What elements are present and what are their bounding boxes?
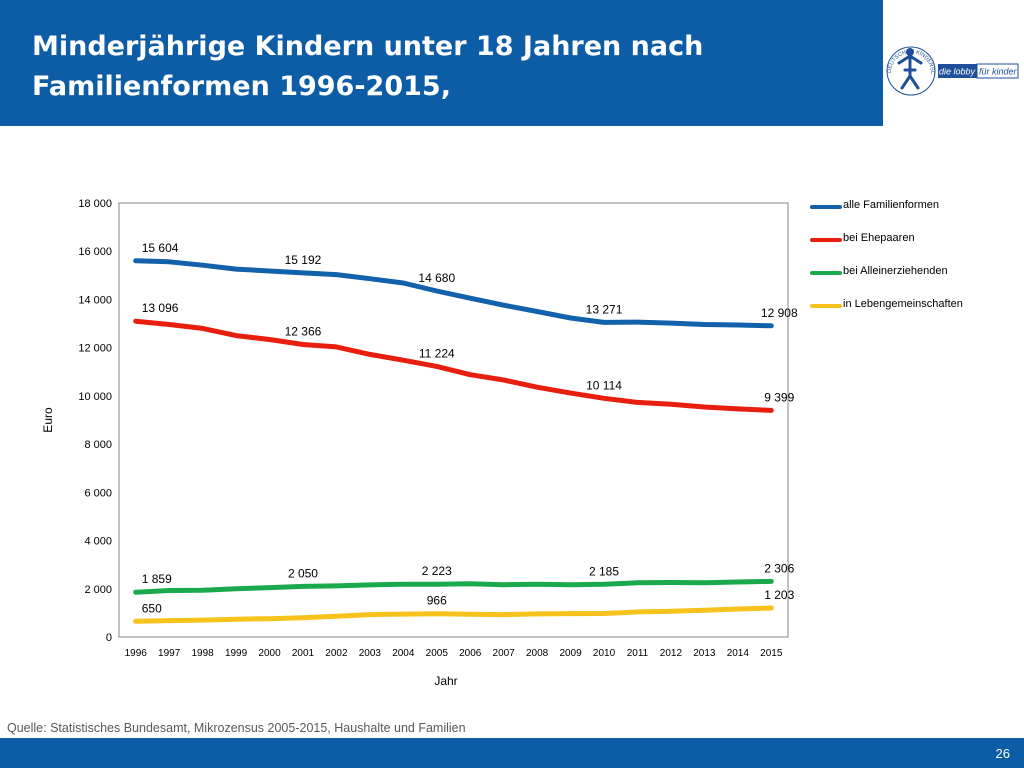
- data-label: 15 192: [285, 253, 322, 267]
- legend-swatch: [810, 205, 842, 209]
- dksb-logo: DEUTSCHER KINDERSCHUTZBUND E.V. (DKSB) d…: [881, 0, 1024, 126]
- y-tick-label: 12 000: [78, 343, 112, 355]
- legend-swatch: [810, 304, 842, 308]
- data-label: 9 399: [764, 390, 794, 404]
- y-tick-label: 16 000: [78, 246, 112, 258]
- data-label: 12 908: [761, 306, 798, 320]
- legend-label: alle Familienformen: [843, 199, 939, 211]
- x-axis-title: Jahr: [434, 674, 457, 688]
- x-tick-label: 2011: [627, 648, 649, 659]
- y-tick-label: 14 000: [78, 294, 112, 306]
- y-tick-label: 0: [106, 632, 112, 644]
- data-label: 12 366: [285, 325, 322, 339]
- data-label: 13 096: [142, 301, 179, 315]
- line-chart: 0 2 000 4 000 6 000 8 000 10 000 12 000 14 000 1…: [41, 198, 798, 688]
- series-lines: [133, 258, 774, 624]
- legend-item-bei-ehepaaren: bei Ehepaaren: [810, 229, 1010, 262]
- x-tick-label: 2006: [459, 648, 482, 659]
- x-axis: 1996 1997 1998 1999 2000 2001 2002 2003 2004 2005…: [125, 648, 783, 659]
- data-label: 2 306: [764, 561, 794, 575]
- footer-bar: [0, 738, 1024, 768]
- logo-tagline-part1: die lobby: [939, 67, 976, 77]
- x-tick-label: 1998: [192, 648, 215, 659]
- legend-swatch: [810, 238, 842, 242]
- data-label: 13 271: [586, 302, 623, 316]
- title-bar: Minderjährige Kindern unter 18 Jahren na…: [0, 0, 883, 126]
- legend-item-in-lebengemeinschaften: in Lebengemeinschaften: [810, 295, 1010, 328]
- series-line-alle-familienformen: [133, 258, 774, 329]
- x-tick-label: 2009: [559, 648, 582, 659]
- y-tick-label: 10 000: [78, 391, 112, 403]
- x-tick-label: 2014: [727, 648, 750, 659]
- legend-label: bei Ehepaaren: [843, 232, 915, 244]
- series-line-bei-ehepaaren: [133, 318, 774, 413]
- x-tick-label: 2013: [693, 648, 716, 659]
- slide-title-line-1: Minderjährige Kindern unter 18 Jahren na…: [32, 31, 704, 62]
- series-line-in-lebengemeinschaften: [133, 605, 774, 624]
- y-tick-label: 18 000: [78, 198, 112, 210]
- x-tick-label: 1999: [225, 648, 248, 659]
- slide-title-line-2: Familienformen 1996-2015,: [32, 71, 451, 102]
- legend-label: bei Alleinerziehenden: [843, 265, 948, 277]
- logo-tagline-part2: für kinder: [979, 67, 1018, 77]
- legend-swatch: [810, 271, 842, 275]
- data-label: 14 680: [418, 271, 455, 285]
- legend-item-alle-familienformen: alle Familienformen: [810, 196, 1010, 229]
- x-tick-label: 1997: [158, 648, 181, 659]
- data-labels: 15 604 15 192 14 680 13 271 12 908 13 096 12 3…: [142, 241, 798, 616]
- data-label: 966: [427, 594, 447, 608]
- x-tick-label: 2015: [760, 648, 783, 659]
- page-number: 26: [995, 746, 1010, 761]
- x-tick-label: 2004: [392, 648, 415, 659]
- plot-area: [118, 202, 789, 638]
- y-axis-title: Euro: [41, 407, 55, 433]
- y-tick-label: 8 000: [84, 439, 112, 451]
- data-label: 2 223: [422, 564, 452, 578]
- data-label: 1 859: [142, 572, 172, 586]
- x-tick-label: 2012: [660, 648, 683, 659]
- slide-title: Minderjährige Kindern unter 18 Jahren na…: [32, 27, 852, 107]
- data-label: 10 114: [586, 378, 622, 392]
- legend-label: in Lebengemeinschaften: [843, 298, 963, 310]
- series-line-bei-alleinerziehenden: [133, 578, 774, 595]
- dksb-logo-graphic: DEUTSCHER KINDERSCHUTZBUND E.V. (DKSB) d…: [881, 0, 1019, 96]
- chart-legend: alle Familienformen bei Ehepaaren bei Al…: [810, 196, 1010, 328]
- x-tick-label: 2007: [493, 648, 516, 659]
- legend-item-bei-alleinerziehenden: bei Alleinerziehenden: [810, 262, 1010, 295]
- data-label: 2 185: [589, 564, 619, 578]
- data-label: 1 203: [764, 588, 794, 602]
- x-tick-label: 1996: [125, 648, 148, 659]
- data-label: 15 604: [142, 241, 179, 255]
- x-tick-label: 2008: [526, 648, 549, 659]
- data-label: 650: [142, 601, 162, 615]
- data-label: 11 224: [419, 346, 455, 360]
- x-tick-label: 2000: [258, 648, 281, 659]
- y-tick-label: 6 000: [84, 487, 112, 499]
- x-tick-label: 2003: [359, 648, 382, 659]
- y-tick-label: 2 000: [84, 584, 112, 596]
- x-tick-label: 2010: [593, 648, 616, 659]
- y-axis: 0 2 000 4 000 6 000 8 000 10 000 12 000 14 000 1…: [78, 198, 112, 644]
- source-note: Quelle: Statistisches Bundesamt, Mikroze…: [7, 721, 466, 735]
- data-label: 2 050: [288, 566, 318, 580]
- x-tick-label: 2002: [325, 648, 348, 659]
- y-tick-label: 4 000: [84, 536, 112, 548]
- x-tick-label: 2001: [292, 648, 315, 659]
- x-tick-label: 2005: [426, 648, 449, 659]
